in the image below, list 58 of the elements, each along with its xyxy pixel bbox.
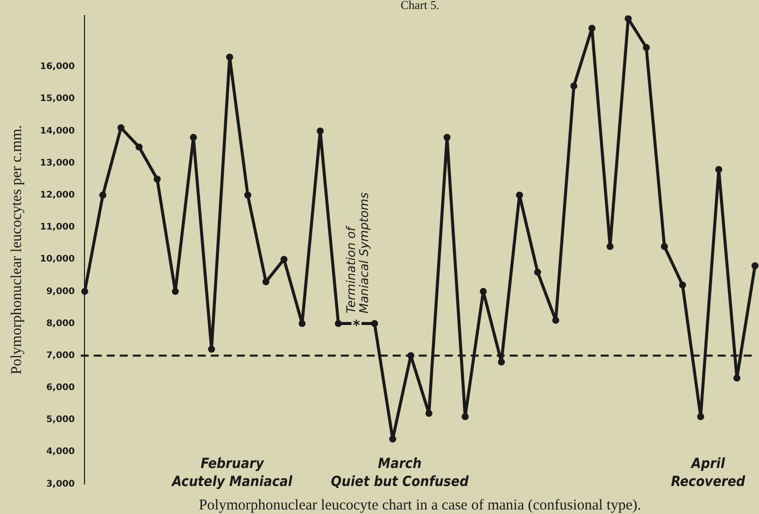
point bbox=[389, 436, 396, 443]
point bbox=[117, 124, 124, 132]
point bbox=[208, 346, 216, 353]
point bbox=[371, 320, 378, 328]
point bbox=[99, 192, 106, 199]
y-tick-label: 16,000 bbox=[40, 62, 75, 72]
point bbox=[498, 358, 505, 366]
point bbox=[606, 242, 614, 250]
point bbox=[190, 134, 197, 141]
point bbox=[334, 320, 342, 328]
y-tick-label: 6,000 bbox=[46, 383, 75, 394]
point bbox=[316, 127, 324, 134]
annotation: * bbox=[352, 318, 361, 334]
y-tick-label: 12,000 bbox=[40, 190, 75, 200]
point bbox=[570, 82, 578, 90]
y-tick-label: 4,000 bbox=[46, 447, 75, 458]
point bbox=[136, 143, 143, 150]
y-tick-label: 7,000 bbox=[46, 350, 75, 361]
point bbox=[679, 282, 686, 289]
point bbox=[444, 134, 451, 141]
point bbox=[534, 268, 542, 276]
annotation: April Recovered bbox=[670, 456, 746, 490]
y-tick-label: 11,000 bbox=[40, 222, 75, 233]
annotation: Termination of Maniacal Symptoms bbox=[344, 192, 371, 314]
chart-title: Chart 5. bbox=[400, 0, 440, 12]
point bbox=[172, 288, 179, 295]
point bbox=[154, 176, 161, 183]
point bbox=[226, 54, 234, 61]
point bbox=[516, 192, 523, 199]
annotation: February Acutely Maniacal bbox=[171, 456, 294, 490]
y-tick-label: 3,000 bbox=[46, 479, 75, 490]
point bbox=[624, 15, 632, 22]
point bbox=[244, 192, 252, 199]
point bbox=[715, 166, 722, 173]
point bbox=[81, 288, 88, 295]
point bbox=[588, 24, 596, 32]
y-tick-label: 10,000 bbox=[40, 254, 75, 265]
point bbox=[480, 288, 487, 295]
point bbox=[425, 410, 432, 417]
point bbox=[262, 278, 270, 286]
point bbox=[280, 256, 288, 263]
y-tick-label: 14,000 bbox=[40, 126, 75, 136]
point bbox=[552, 316, 560, 324]
point bbox=[752, 262, 758, 270]
y-tick-label: 5,000 bbox=[46, 415, 75, 426]
point bbox=[642, 44, 650, 51]
y-axis-title: Polymorphonuclear leucocytes per c.mm. bbox=[8, 124, 25, 374]
point bbox=[298, 320, 306, 328]
y-tick-label: 8,000 bbox=[46, 318, 75, 329]
point bbox=[462, 413, 469, 420]
point bbox=[733, 374, 740, 382]
text: Polymorphonuclear leucocyte chart in a case of mania (confusional type). bbox=[198, 497, 642, 514]
y-tick-label: 13,000 bbox=[40, 158, 75, 168]
point bbox=[697, 413, 704, 420]
point bbox=[660, 242, 668, 250]
y-tick-label: 15,000 bbox=[40, 94, 75, 104]
annotation: March Quiet but Confused bbox=[330, 456, 470, 490]
y-tick-label: 9,000 bbox=[46, 286, 75, 297]
